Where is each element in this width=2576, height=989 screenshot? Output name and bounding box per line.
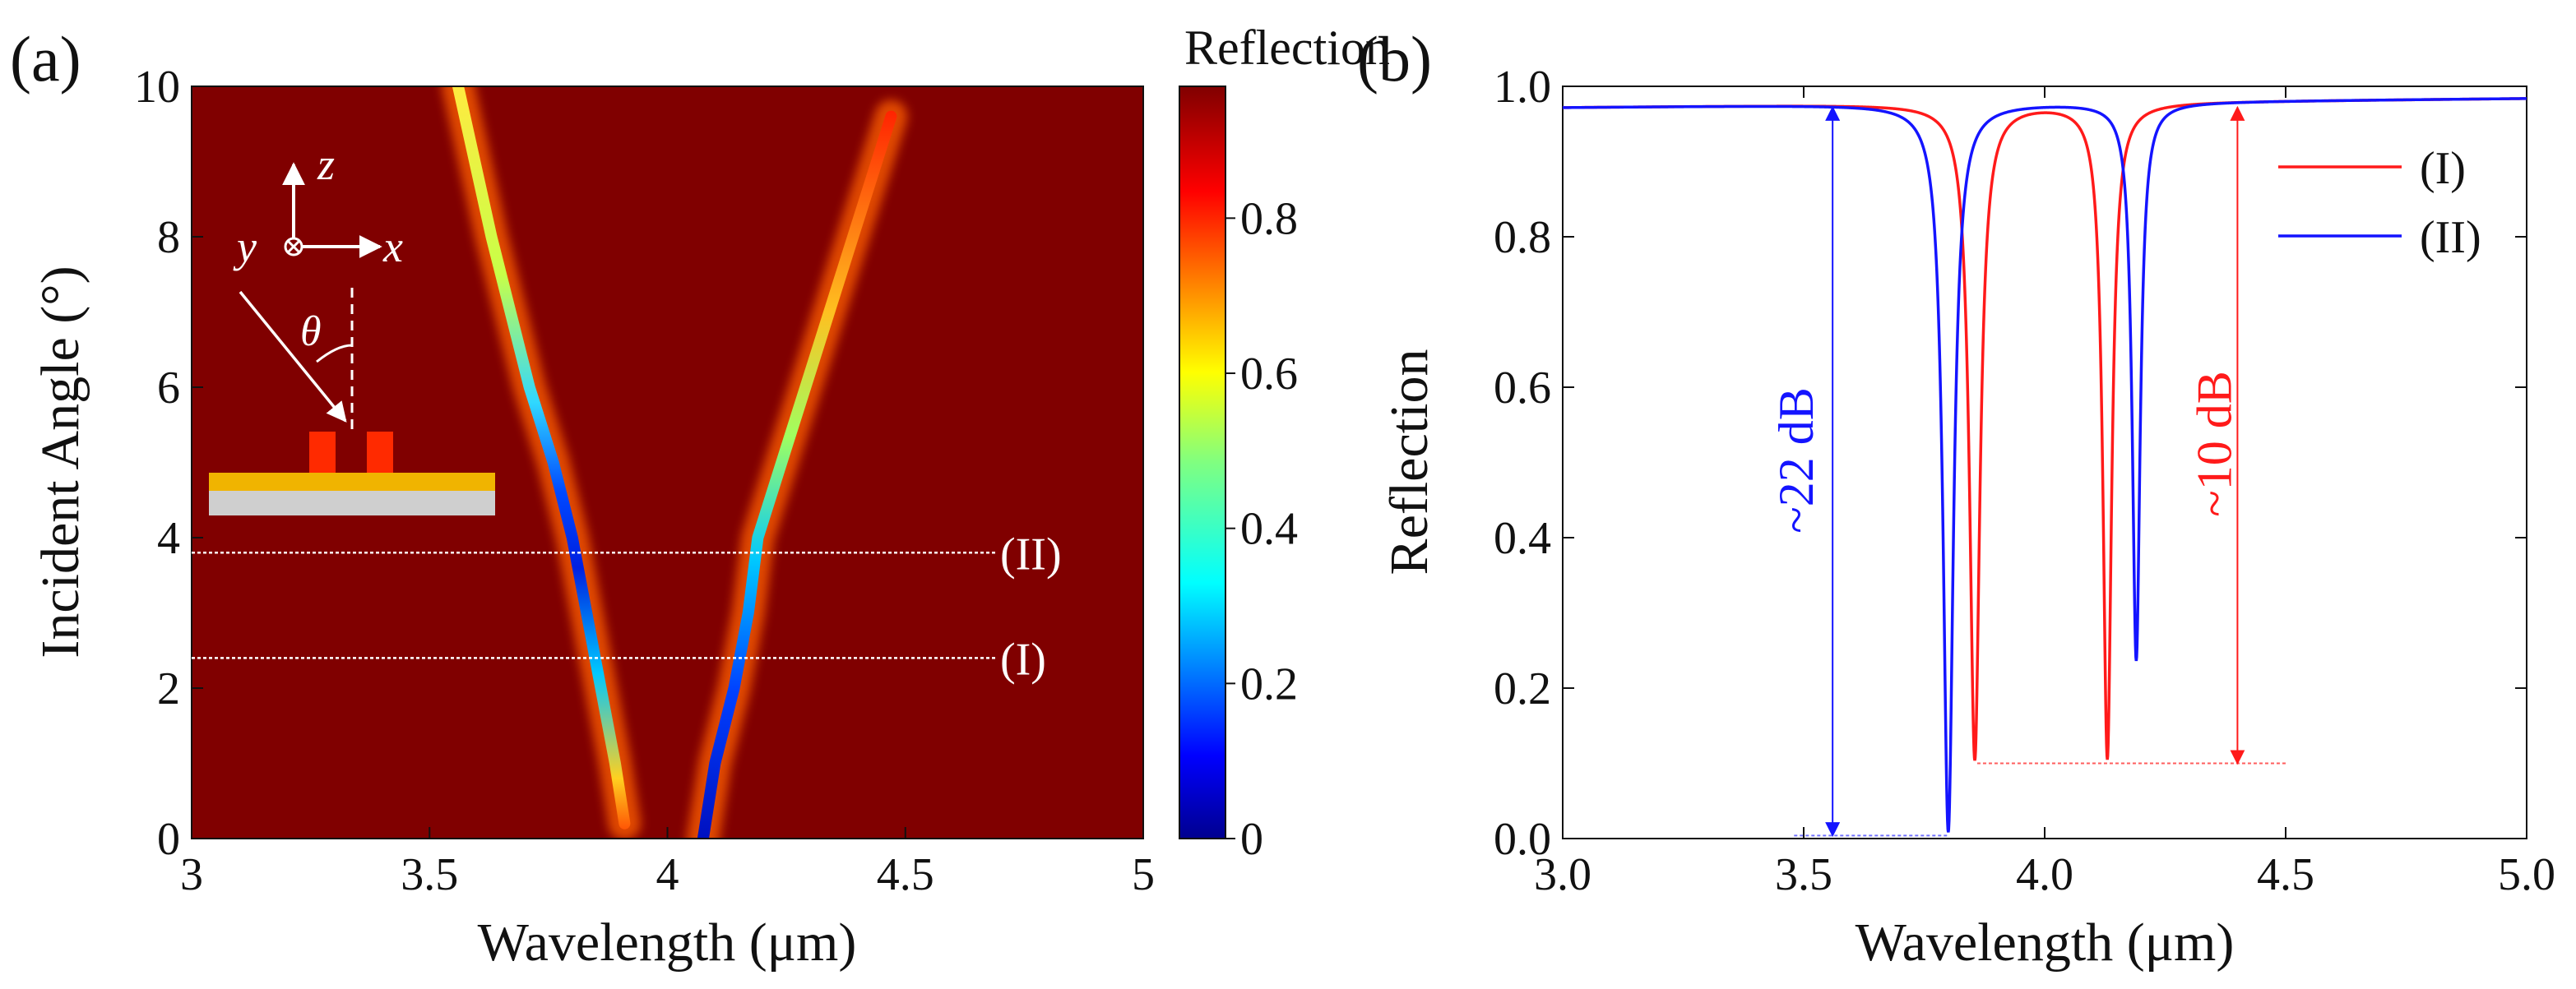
heatmap-axes: 3 3.5 4 4.5 5 0 2 4 6 8 10 xyxy=(134,62,1155,900)
lineplot-x-label: Wavelength (μm) xyxy=(1856,913,2235,973)
legend-label-1: (I) xyxy=(2420,143,2466,194)
inset-x-label: x xyxy=(382,222,403,271)
colorbar-title: Reflection xyxy=(1184,21,1390,75)
annotation-22db: ~22 dB xyxy=(1769,387,1823,533)
lineplot-xtick-label: 4.5 xyxy=(2257,849,2314,900)
heatmap-x-label: Wavelength (μm) xyxy=(478,913,857,973)
colorbar-tick-label: 0.8 xyxy=(1240,193,1298,244)
heatmap-xtick-label: 4.5 xyxy=(877,849,934,900)
lineplot-ytick-label: 0.6 xyxy=(1494,363,1551,414)
heatmap-ytick-label: 10 xyxy=(134,62,180,113)
heatmap-y-label: Incident Angle (°) xyxy=(30,266,90,658)
lineplot-frame xyxy=(1562,85,2527,839)
heatmap-ytick-label: 6 xyxy=(157,363,180,414)
lineplot-ytick-label: 0.2 xyxy=(1494,663,1551,714)
cut-label-1: (II) xyxy=(1000,529,1062,580)
colorbar: 0 0.2 0.4 0.6 0.8 Reflection xyxy=(1179,21,1390,865)
heatmap-background xyxy=(192,86,1143,839)
lineplot-ytick-label: 0.8 xyxy=(1494,212,1551,263)
heatmap-xtick-label: 5 xyxy=(1132,849,1155,900)
heatmap-ytick-label: 4 xyxy=(157,513,180,564)
incident-arrow xyxy=(239,290,347,423)
inset-theta-label: θ xyxy=(300,308,322,355)
series-line-II xyxy=(1563,97,2527,833)
panel-a-label: (a) xyxy=(10,23,81,95)
heatmap-ytick-label: 8 xyxy=(157,212,180,263)
angle-arc xyxy=(316,344,353,363)
colorbar-gradient xyxy=(1179,85,1226,839)
lineplot-ytick-label: 0.4 xyxy=(1494,513,1551,564)
annotation-10db: ~10 dB xyxy=(2187,371,2241,516)
colorbar-tick-label: 0.4 xyxy=(1240,504,1298,555)
substrate-layer xyxy=(209,491,495,515)
ridge-2 xyxy=(367,432,393,473)
inset-z-label: z xyxy=(317,140,335,189)
heatmap xyxy=(191,85,1144,839)
lineplot-xtick-label: 4.0 xyxy=(2016,849,2073,900)
inset-y-label: y xyxy=(233,222,257,271)
heatmap-xtick-label: 3 xyxy=(180,849,203,900)
lineplot-xtick-label: 3.5 xyxy=(1775,849,1832,900)
colorbar-tick-label: 0 xyxy=(1240,814,1263,865)
metal-layer xyxy=(209,473,495,491)
cut-label-2: (I) xyxy=(1000,634,1046,685)
legend-label-2: (II) xyxy=(2420,212,2481,263)
heatmap-ytick-label: 2 xyxy=(157,663,180,714)
resonance-branch-1 xyxy=(452,86,631,830)
lineplot-y-label: Reflection xyxy=(1379,349,1439,575)
heatmap-ytick-label: 0 xyxy=(157,814,180,865)
lineplot-xtick-label: 5.0 xyxy=(2498,849,2555,900)
inset-schematic: z x y θ xyxy=(209,140,495,515)
lineplot-annotations xyxy=(1794,105,2286,838)
colorbar-tick-label: 0.6 xyxy=(1240,349,1298,400)
panel-b-label: (b) xyxy=(1357,23,1432,95)
colorbar-ticks: 0 0.2 0.4 0.6 0.8 xyxy=(1225,193,1298,865)
cut-lines: (II) (I) xyxy=(192,529,1062,685)
lineplot-ytick-label: 1.0 xyxy=(1494,62,1551,113)
ridge-1 xyxy=(309,432,336,473)
colorbar-tick-label: 0.2 xyxy=(1240,659,1298,709)
heatmap-bands xyxy=(442,86,908,839)
lineplot-xtick-label: 3.0 xyxy=(1534,849,1591,900)
legend: (I) (II) xyxy=(2278,143,2481,263)
lineplot-ytick-label: 0.0 xyxy=(1494,814,1551,865)
heatmap-xtick-label: 4 xyxy=(656,849,679,900)
lineplot-series xyxy=(1563,97,2527,833)
lineplot-axes: 3.0 3.5 4.0 4.5 5.0 0.0 0.2 0.4 0.6 0.8 1.0 xyxy=(1494,62,2555,900)
heatmap-xtick-label: 3.5 xyxy=(401,849,458,900)
resonance-branch-2 xyxy=(697,110,897,839)
